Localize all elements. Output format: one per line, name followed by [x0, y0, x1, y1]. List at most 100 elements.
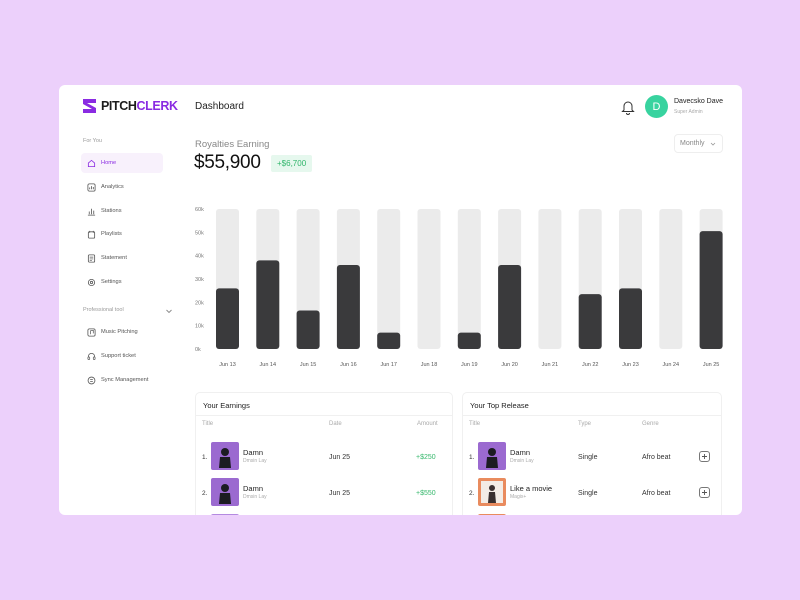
release-genre: Afro beat — [642, 490, 671, 497]
sidebar-item-label: Support ticket — [101, 353, 136, 359]
top-release-card: Your Top Release Title Type Genre 1. Dam… — [462, 392, 722, 515]
music-pitching-icon — [87, 327, 96, 337]
row-number: 2. — [202, 490, 208, 497]
royalties-delta-badge: +$6,700 — [271, 155, 313, 172]
sidebar-item-playlists[interactable]: Playlists — [81, 224, 163, 244]
track-title: Damn — [510, 448, 531, 457]
table-row[interactable] — [196, 514, 452, 515]
track-title: Like a movie — [510, 484, 553, 493]
album-art — [478, 514, 506, 515]
y-tick-label: 10k — [195, 324, 204, 330]
column-header: Type — [578, 421, 592, 427]
x-tick-label: Jun 19 — [461, 362, 478, 368]
table-row[interactable]: 2. Damn Dmsin Lay Jun 25 +$550 — [196, 478, 452, 510]
x-tick-label: Jun 18 — [421, 362, 438, 368]
sidebar-item-label: Analytics — [101, 184, 124, 190]
royalties-amount: $55,900 — [194, 152, 261, 173]
bar-track — [377, 209, 401, 349]
bell-icon[interactable] — [621, 99, 635, 115]
sidebar-item-settings[interactable]: Settings — [81, 272, 163, 292]
bar-jun-20[interactable] — [498, 265, 522, 349]
bar-jun-14[interactable] — [256, 260, 280, 349]
chevron-down-icon[interactable] — [165, 307, 173, 315]
home-icon — [87, 159, 96, 168]
bar-jun-25[interactable] — [699, 231, 723, 349]
x-tick-label: Jun 21 — [542, 362, 559, 368]
sidebar-item-music-pitching[interactable]: Music Pitching — [81, 322, 163, 342]
track-artist: Dmsin Lay — [510, 458, 534, 464]
earning-amount: +$250 — [416, 454, 436, 461]
x-tick-label: Jun 17 — [380, 362, 397, 368]
album-art — [211, 514, 239, 515]
sidebar-item-statement[interactable]: Statement — [81, 248, 163, 268]
royalties-label: Royalties Earning — [195, 139, 270, 150]
analytics-icon — [87, 182, 96, 192]
x-tick-label: Jun 22 — [582, 362, 599, 368]
card-title: Your Earnings — [203, 401, 250, 410]
sidebar-item-support-ticket[interactable]: Support ticket — [81, 346, 163, 366]
add-icon[interactable] — [699, 451, 710, 462]
y-tick-label: 60k — [195, 207, 204, 213]
bar-jun-22[interactable] — [578, 294, 602, 349]
row-number: 2. — [469, 490, 475, 497]
sidebar-item-label: Stations — [101, 208, 122, 214]
sidebar-item-stations[interactable]: Stations — [81, 201, 163, 221]
earning-date: Jun 25 — [329, 490, 351, 497]
sidebar-section-label: Professional tool — [83, 307, 124, 313]
brand-logo[interactable]: PITCHCLERK — [81, 95, 178, 117]
table-row[interactable]: 2. Like a movie Magix+ Single Afro beat — [463, 478, 721, 510]
column-header: Amount — [417, 421, 438, 427]
period-select-value: Monthly — [680, 140, 705, 147]
x-tick-label: Jun 23 — [622, 362, 639, 368]
bar-jun-15[interactable] — [296, 310, 320, 350]
table-row[interactable]: 1. Damn Dmsin Lay Single Afro beat — [463, 442, 721, 474]
row-number: 1. — [469, 454, 475, 461]
brand-name: PITCHCLERK — [101, 99, 178, 113]
track-title: Damn — [243, 448, 264, 457]
app-window: PITCHCLERK Dashboard D Davecsko Dave Sup… — [59, 85, 742, 515]
headset-icon — [87, 352, 96, 361]
table-row[interactable]: 1. Damn Dmsin Lay Jun 25 +$250 — [196, 442, 452, 474]
sidebar-item-home[interactable]: Home — [81, 153, 163, 173]
x-tick-label: Jun 14 — [260, 362, 277, 368]
bar-jun-19[interactable] — [457, 332, 481, 349]
album-art — [211, 478, 239, 506]
table-row[interactable] — [463, 514, 721, 515]
sidebar-item-label: Statement — [101, 255, 127, 261]
bar-track — [457, 209, 481, 349]
bar-track — [417, 209, 441, 349]
column-header: Title — [202, 421, 214, 427]
x-tick-label: Jun 24 — [663, 362, 680, 368]
period-select[interactable]: Monthly — [674, 134, 723, 153]
track-title: Damn — [243, 484, 264, 493]
x-tick-label: Jun 25 — [703, 362, 720, 368]
sidebar-item-label: Home — [101, 160, 117, 166]
sidebar-item-analytics[interactable]: Analytics — [81, 177, 163, 197]
bar-jun-13[interactable] — [216, 288, 239, 349]
sidebar-item-label: Settings — [101, 279, 122, 285]
bar-track — [659, 209, 683, 349]
divider — [463, 415, 721, 416]
bar-jun-17[interactable] — [377, 332, 401, 349]
x-tick-label: Jun 13 — [219, 362, 236, 368]
y-tick-label: 30k — [195, 277, 204, 283]
add-icon[interactable] — [699, 487, 710, 498]
release-type: Single — [578, 454, 598, 461]
sidebar-item-label: Sync Management — [101, 377, 149, 383]
bar-jun-16[interactable] — [336, 265, 360, 349]
release-genre: Afro beat — [642, 454, 671, 461]
user-role: Super Admin — [674, 109, 703, 115]
brand-name-part1: PITCH — [101, 99, 137, 113]
chevron-down-icon — [710, 142, 715, 146]
avatar[interactable]: D — [645, 95, 668, 118]
page-title: Dashboard — [195, 101, 244, 112]
column-header: Date — [329, 421, 342, 427]
bar-track — [538, 209, 562, 349]
x-tick-label: Jun 20 — [501, 362, 518, 368]
user-name[interactable]: Davecsko Dave — [674, 98, 724, 105]
bar-jun-23[interactable] — [619, 288, 642, 349]
playlists-icon — [87, 230, 96, 239]
sidebar-item-sync-management[interactable]: Sync Management — [81, 370, 163, 390]
y-tick-label: 50k — [195, 230, 204, 236]
track-artist: Magix+ — [510, 494, 527, 500]
